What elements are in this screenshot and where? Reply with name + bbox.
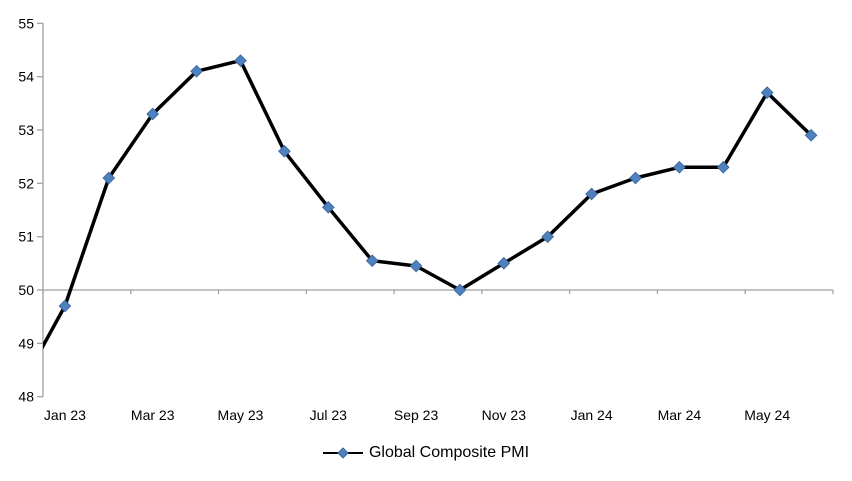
y-axis-label: 52 — [18, 175, 34, 191]
y-axis-label: 51 — [18, 229, 34, 245]
series-global-composite-pmi — [43, 54, 818, 350]
legend-diamond-icon — [337, 447, 349, 459]
x-axis-label: Jul 23 — [310, 407, 348, 423]
y-axis-label: 54 — [18, 69, 34, 85]
data-point-marker — [146, 107, 160, 121]
y-axis-label: 48 — [18, 389, 34, 405]
pmi-line-chart: 48 49 50 51 52 53 54 55 Jan 23 Mar 23 May 23 Jul 23… — [18, 15, 834, 423]
data-point-marker — [321, 200, 335, 214]
x-axis-label: Jan 24 — [571, 407, 613, 423]
data-point-marker — [760, 86, 774, 99]
y-axis-label: 49 — [18, 335, 34, 351]
data-point-marker — [234, 54, 247, 67]
y-axis: 48 49 50 51 52 53 54 55 — [18, 15, 44, 405]
x-axis-label: Jan 23 — [44, 407, 86, 423]
data-point-marker — [453, 283, 467, 297]
x-axis-labels: Jan 23 Mar 23 May 23 Jul 23 Sep 23 Nov 23 Jan … — [44, 407, 790, 423]
data-point-marker — [190, 64, 203, 78]
data-point-marker — [673, 160, 686, 174]
x-axis-label: May 24 — [744, 407, 790, 423]
data-point-marker — [716, 160, 730, 174]
legend: Global Composite PMI — [0, 442, 852, 464]
y-axis-label: 50 — [18, 282, 34, 298]
data-point-marker — [497, 256, 511, 270]
data-point-marker — [102, 171, 116, 185]
data-point-marker — [278, 144, 291, 158]
x-axis-label: Sep 23 — [394, 407, 439, 423]
data-point-marker — [541, 230, 555, 244]
x-axis-label: Mar 24 — [658, 407, 702, 423]
pmi-series-line — [43, 58, 813, 350]
y-axis-label: 55 — [18, 15, 34, 31]
legend-line-diamond-icon — [322, 447, 363, 459]
x-axis-label: May 23 — [218, 407, 264, 423]
data-point-marker — [409, 259, 423, 273]
legend-label: Global Composite PMI — [368, 444, 530, 461]
category-axis — [42, 289, 834, 295]
data-point-marker — [629, 171, 642, 185]
x-axis-label: Nov 23 — [482, 407, 527, 423]
data-point-marker — [58, 299, 72, 313]
data-point-marker — [585, 187, 598, 201]
data-point-marker — [365, 254, 379, 268]
y-axis-label: 53 — [18, 122, 34, 138]
x-axis-label: Mar 23 — [131, 407, 175, 423]
data-point-marker — [804, 128, 818, 142]
